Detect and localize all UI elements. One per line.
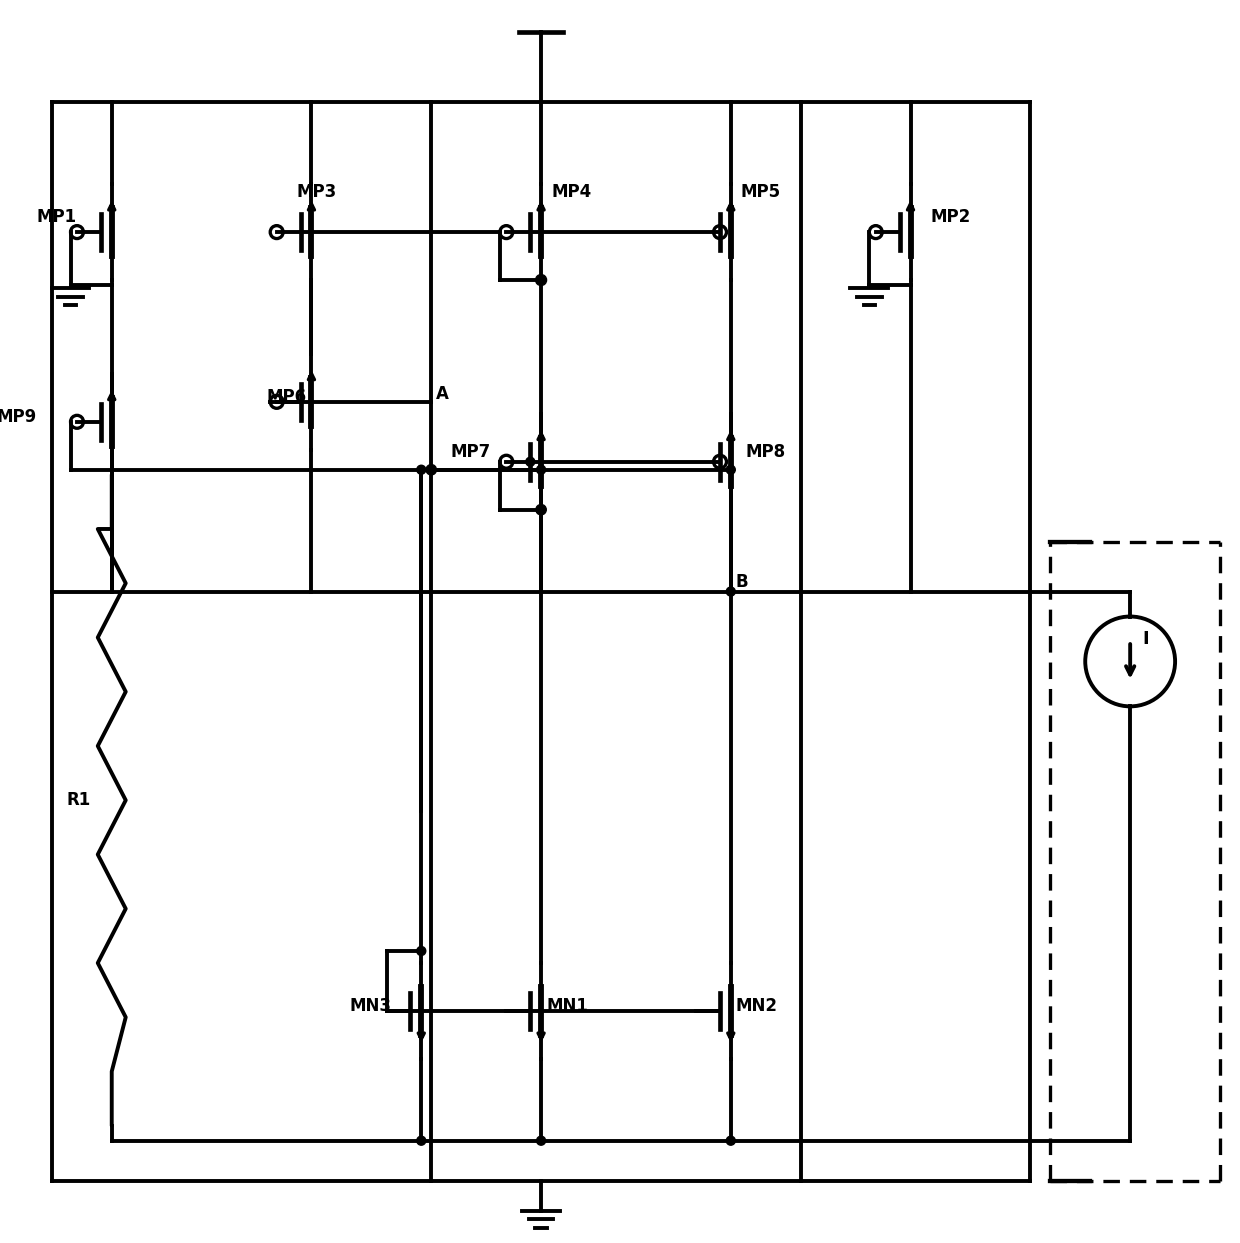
Circle shape <box>417 465 425 475</box>
Text: MN1: MN1 <box>546 997 588 1014</box>
Text: I: I <box>1142 630 1148 649</box>
Text: MN2: MN2 <box>735 997 777 1014</box>
Text: MP3: MP3 <box>296 183 337 201</box>
Circle shape <box>417 946 425 956</box>
Text: MP9: MP9 <box>0 408 37 426</box>
Text: MP8: MP8 <box>745 443 786 461</box>
Circle shape <box>537 1136 546 1145</box>
Text: R1: R1 <box>67 792 91 809</box>
Text: MP6: MP6 <box>267 388 306 406</box>
Circle shape <box>427 465 436 475</box>
Circle shape <box>536 505 547 515</box>
Circle shape <box>727 587 735 597</box>
Text: MN3: MN3 <box>350 997 392 1014</box>
Circle shape <box>727 1136 735 1145</box>
Text: MP7: MP7 <box>450 443 490 461</box>
Circle shape <box>536 275 547 286</box>
Circle shape <box>727 465 735 475</box>
Text: B: B <box>735 573 749 590</box>
Text: MP4: MP4 <box>551 183 591 201</box>
Text: A: A <box>436 385 449 403</box>
Text: MP5: MP5 <box>740 183 781 201</box>
Circle shape <box>537 465 546 475</box>
Circle shape <box>417 1136 425 1145</box>
Circle shape <box>526 457 534 466</box>
Text: MP1: MP1 <box>37 208 77 226</box>
Text: MP2: MP2 <box>930 208 971 226</box>
